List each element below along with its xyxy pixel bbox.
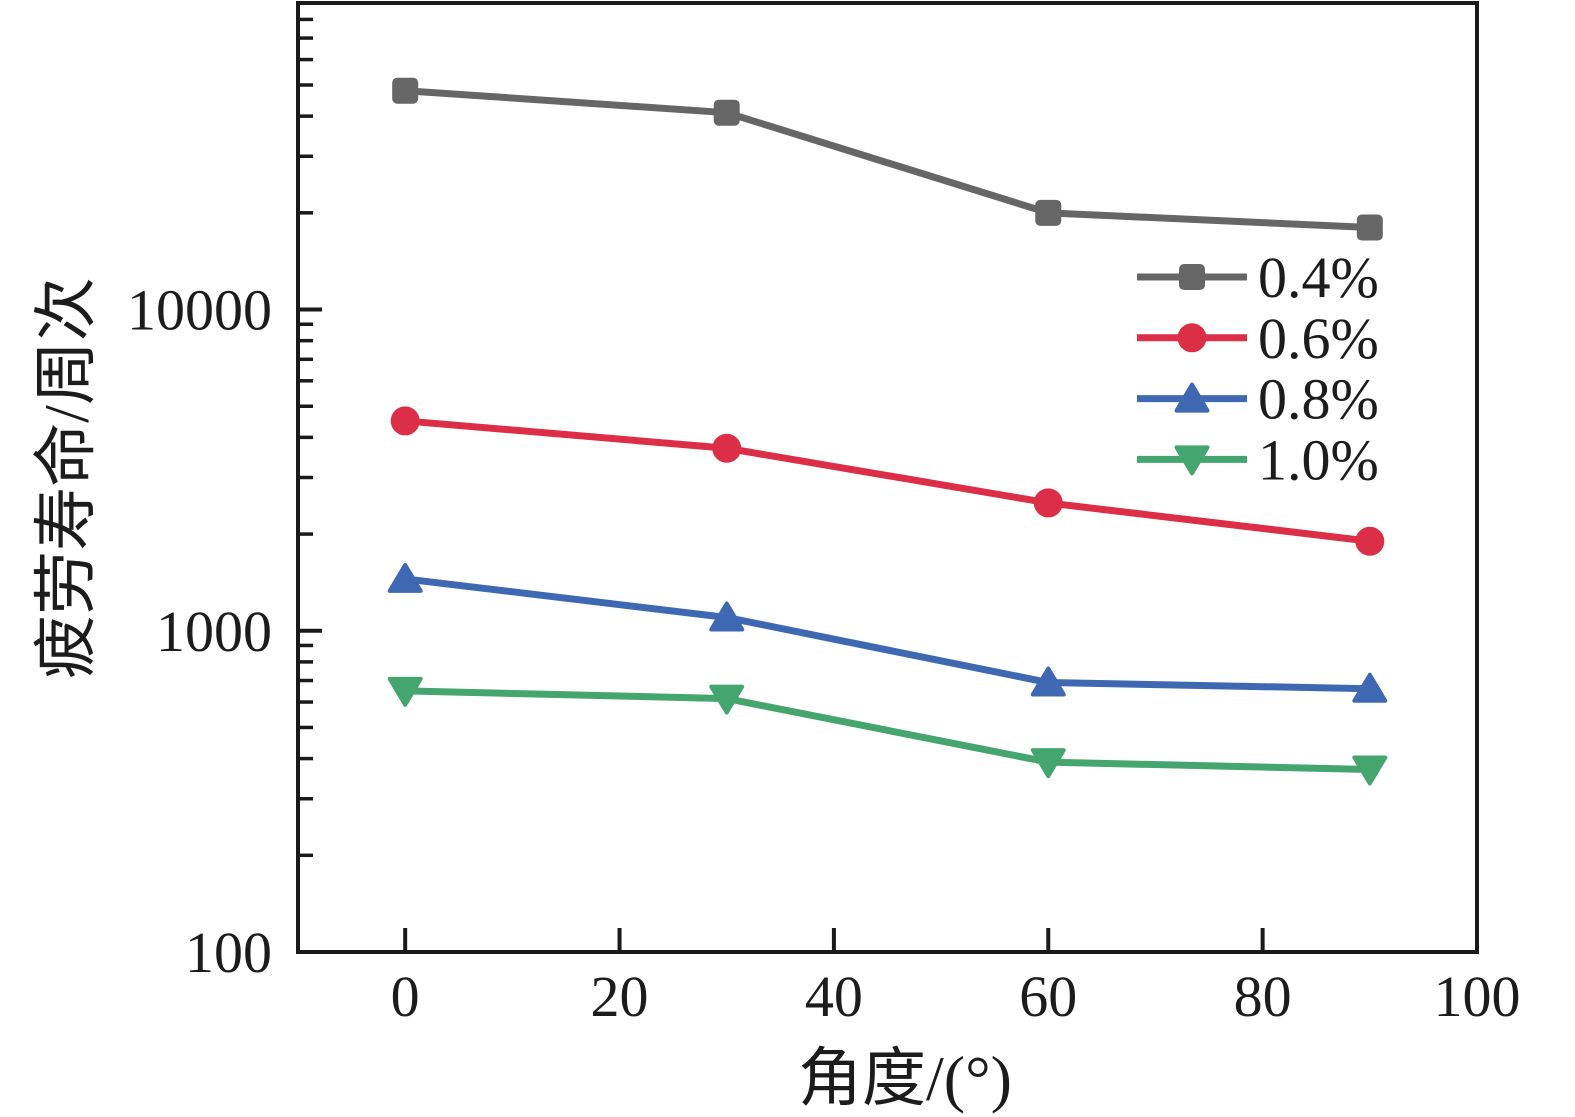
series-0-marker-3 (1356, 214, 1383, 241)
legend-label-1: 0.6% (1258, 306, 1379, 371)
chart-plot-area: 100 1000 10000 0 20 40 60 80 100 0.4%0.6%0.8%1.0% (127, 1, 1521, 1029)
series-3-marker-3 (1352, 755, 1388, 786)
x-tick-label: 0 (391, 964, 420, 1029)
x-tick-label: 100 (1434, 964, 1521, 1029)
series-2-marker-0 (387, 562, 423, 593)
x-tick-label: 40 (805, 964, 863, 1029)
legend-marker-0 (1179, 264, 1205, 290)
x-tick-label: 60 (1019, 964, 1077, 1029)
legend-marker-3 (1174, 445, 1210, 476)
series-0-marker-2 (1035, 199, 1062, 226)
legend-label-0: 0.4% (1258, 245, 1379, 310)
legend-marker-2 (1174, 382, 1210, 413)
series-3-marker-0 (387, 676, 423, 707)
series-0-marker-1 (713, 99, 740, 126)
series-2-marker-1 (709, 601, 745, 632)
series-line-2 (401, 575, 1374, 693)
plot-frame (296, 1, 1479, 954)
y-tick-label: 1000 (156, 599, 272, 664)
series-0-marker-0 (392, 77, 419, 104)
legend-label-3: 1.0% (1258, 427, 1379, 492)
y-tick-label: 100 (185, 920, 272, 985)
series-3-marker-1 (709, 684, 745, 715)
series-2-marker-2 (1030, 666, 1066, 697)
series-1-marker-3 (1355, 526, 1385, 556)
series-line-0 (401, 87, 1374, 232)
x-tick-label: 20 (591, 964, 649, 1029)
legend-marker-1 (1177, 323, 1207, 353)
series-1-marker-2 (1033, 488, 1063, 518)
series-1-marker-1 (712, 433, 742, 463)
series-1-marker-0 (390, 406, 420, 436)
series-3-marker-2 (1030, 748, 1066, 779)
series-2-marker-3 (1352, 672, 1388, 703)
series-line-3 (401, 687, 1374, 773)
x-tick-label: 80 (1234, 964, 1292, 1029)
legend-label-2: 0.8% (1258, 367, 1379, 432)
y-tick-label: 10000 (127, 278, 272, 343)
y-axis-label: 疲劳寿命/周次 (31, 277, 102, 679)
x-axis-label: 角度/(°) (798, 1043, 1012, 1114)
series-line-1 (401, 417, 1374, 545)
